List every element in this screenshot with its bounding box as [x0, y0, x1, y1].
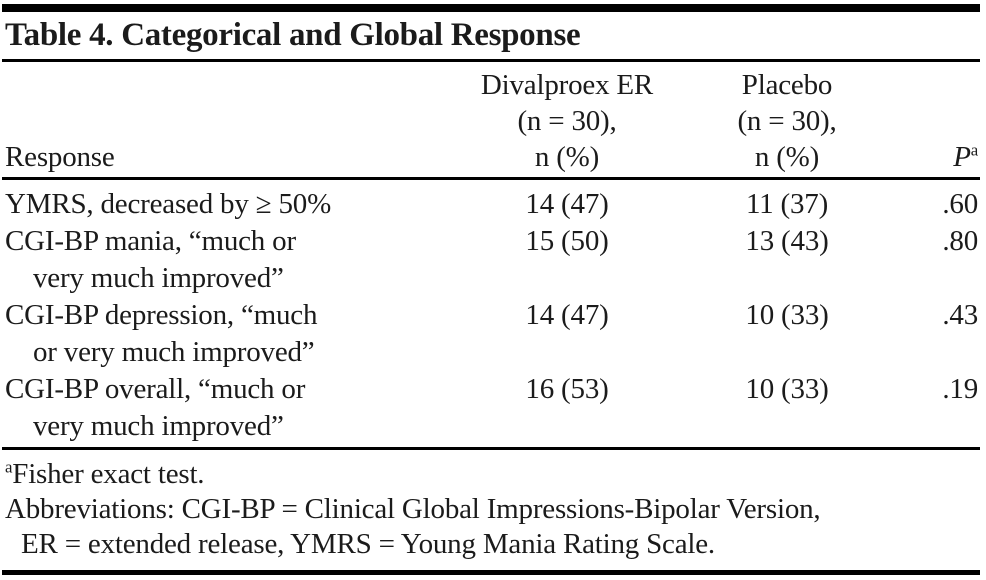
header-divalproex: Divalproex ER (n = 30), n (%): [452, 62, 682, 180]
p-value: .19: [892, 371, 980, 450]
header-placebo-line1: Placebo: [741, 69, 833, 101]
divalproex-value: 16 (53): [452, 371, 682, 450]
response-line: CGI-BP depression, “much: [5, 299, 318, 331]
placebo-value: 11 (37): [745, 188, 829, 220]
response-line-continued: very much improved”: [33, 262, 284, 294]
divalproex-value: 14 (47): [525, 188, 609, 220]
placebo-value: 10 (33): [745, 299, 829, 331]
placebo-value: 10 (33): [682, 371, 892, 450]
top-rule: [2, 4, 980, 12]
footnote-abbreviations-line2: ER = extended release, YMRS = Young Mani…: [21, 528, 715, 560]
header-p-value: Pa: [892, 62, 980, 180]
header-divalproex-line2: (n = 30),: [517, 105, 617, 137]
p-footnote-marker: a: [970, 140, 978, 160]
table-row-cgi-mania: CGI-BP mania, “much or very much improve…: [2, 223, 980, 297]
header-response: Response: [2, 62, 452, 180]
response-label: CGI-BP mania, “much or very much improve…: [2, 223, 452, 297]
placebo-value: 13 (43): [745, 225, 829, 257]
table-body: YMRS, decreased by ≥ 50% 14 (47) 11 (37)…: [2, 179, 980, 450]
p-value: .80: [942, 225, 978, 257]
bottom-rule: [2, 570, 980, 575]
table-row-cgi-overall: CGI-BP overall, “much or very much impro…: [2, 371, 980, 450]
response-line: CGI-BP overall, “much or: [5, 373, 306, 405]
divalproex-value: 14 (47): [525, 299, 609, 331]
table-title: Table 4. Categorical and Global Response: [5, 17, 581, 53]
table-footnotes: aFisher exact test. Abbreviations: CGI-B…: [2, 450, 980, 567]
header-placebo: Placebo (n = 30), n (%): [682, 62, 892, 180]
header-divalproex-line1: Divalproex ER: [480, 69, 654, 101]
header-placebo-line2: (n = 30),: [737, 105, 837, 137]
response-line-continued: very much improved”: [33, 410, 284, 442]
table-row-cgi-depression: CGI-BP depression, “much or very much im…: [2, 297, 980, 371]
header-placebo-line3: n (%): [754, 141, 820, 173]
divalproex-value: 15 (50): [525, 225, 609, 257]
p-value: .43: [942, 299, 978, 331]
footnote-marker: a: [5, 457, 13, 477]
response-label: CGI-BP depression, “much or very much im…: [2, 297, 452, 371]
title-rule: [2, 59, 980, 62]
header-row: Response Divalproex ER (n = 30), n (%) P…: [2, 62, 980, 180]
table-row-ymrs: YMRS, decreased by ≥ 50% 14 (47) 11 (37)…: [2, 179, 980, 224]
response-label: CGI-BP overall, “much or very much impro…: [2, 371, 452, 450]
response-label: YMRS, decreased by ≥ 50%: [2, 179, 452, 224]
response-line: YMRS, decreased by ≥ 50%: [5, 188, 332, 220]
p-label: P: [953, 141, 971, 173]
response-line-continued: or very much improved”: [33, 336, 315, 368]
header-divalproex-line3: n (%): [534, 141, 600, 173]
table-container: Table 4. Categorical and Global Response…: [2, 4, 980, 575]
response-line: CGI-BP mania, “much or: [5, 225, 296, 257]
footnote-fisher: aFisher exact test.: [5, 457, 980, 492]
p-value: .60: [942, 188, 978, 220]
footnote-fisher-text: Fisher exact test.: [12, 458, 205, 490]
results-table: Response Divalproex ER (n = 30), n (%) P…: [2, 62, 980, 450]
footnote-abbreviations-line1: Abbreviations: CGI-BP = Clinical Global …: [5, 493, 821, 525]
table-header: Response Divalproex ER (n = 30), n (%) P…: [2, 62, 980, 180]
